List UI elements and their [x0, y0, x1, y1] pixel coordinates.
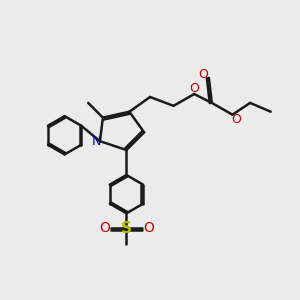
Text: N: N [92, 135, 101, 148]
Text: O: O [189, 82, 199, 95]
Text: O: O [99, 221, 110, 235]
Text: O: O [231, 113, 241, 127]
Text: O: O [143, 221, 154, 235]
Text: O: O [199, 68, 208, 81]
Text: S: S [121, 220, 132, 236]
